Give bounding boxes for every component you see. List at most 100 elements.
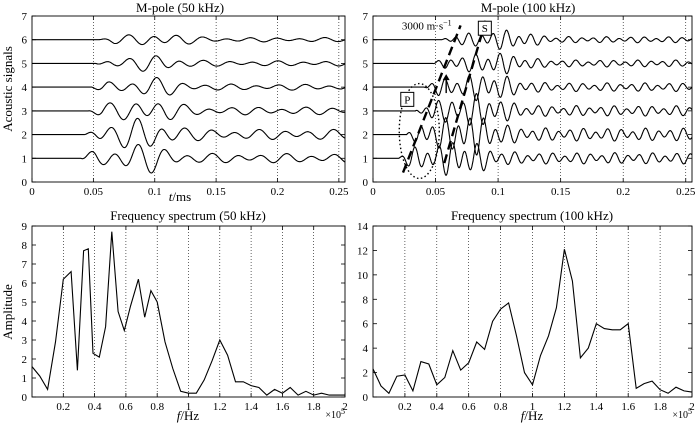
spectrum-50khz-x-tick-label: 1.6 (276, 401, 290, 413)
spectrum-100khz-spectrum-line (372, 249, 693, 395)
spectrum-100khz-x-tick-label: 1.6 (621, 401, 635, 413)
spectrum-50khz-x-tick-label: 2 (342, 401, 348, 413)
spectrum-100khz-x-tick-label: 0.6 (462, 401, 476, 413)
signals-100khz-x-tick-label: 0.05 (426, 186, 446, 198)
spectrum-100khz-multiplier-base: ×10 (672, 410, 688, 421)
signals-100khz-y-tick-label: 1 (363, 153, 369, 165)
signals-100khz-title: M-pole (100 kHz) (481, 0, 576, 15)
spectrum-50khz-y-tick-label: 1 (22, 373, 28, 385)
p-wave-ellipse (398, 82, 441, 180)
signals-50khz-y-tick-label: 7 (22, 11, 28, 23)
s-label: S (482, 23, 488, 35)
velocity-label-base: 3000 m·s (402, 20, 443, 32)
signals-100khz-annotations: P S 3000 m·s−1 (398, 18, 492, 180)
signals-50khz-x-tick-label: 0.05 (84, 186, 104, 198)
signals-50khz-y-tick-label: 1 (22, 153, 28, 165)
signals-100khz-trace-3 (373, 92, 693, 126)
spectrum-50khz-x-tick-label: 0.2 (56, 401, 70, 413)
signals-x-axis-symbol: t (169, 189, 173, 204)
signals-50khz-y-tick-label: 6 (22, 35, 28, 47)
s-wave-dashed-line (443, 20, 487, 164)
p-label: P (404, 94, 410, 106)
signals-50khz-axes-frame (31, 15, 346, 183)
spectrum-50khz-y-tick-label: 8 (22, 240, 28, 252)
spectrum-100khz-y-tick-label: 8 (363, 294, 369, 306)
velocity-label-exponent: −1 (443, 18, 452, 27)
signals-100khz-trace-4 (373, 75, 693, 102)
signals-50khz-x-tick-label: 0.15 (206, 186, 226, 198)
signals-50khz-x-tick-label: 0.1 (148, 186, 162, 198)
velocity-label: 3000 m·s−1 (402, 18, 452, 32)
signals-50khz-x-tick-label: 0 (29, 186, 35, 198)
spectrum-100khz-x-tick-label: 0.4 (430, 401, 444, 413)
spectrum-50khz-x-tick-label: 1.8 (307, 401, 321, 413)
spectrum-100khz-y-tick-label: 4 (363, 343, 369, 355)
spectrum-50khz-y-tick-label: 5 (22, 297, 28, 309)
spectrum-50khz-multiplier-base: ×10 (325, 410, 341, 421)
spectrum-50khz-x-tick-label: 1 (186, 401, 192, 413)
spectrum-50khz-y-tick-label: 4 (22, 316, 28, 328)
spectrum-50khz-x-tick-label: 0.6 (119, 401, 133, 413)
spectrum-100khz-panel: Frequency spectrum (100 kHz) f/Hz ×105 0… (357, 208, 695, 423)
signals-100khz-x-tick-label: 0.2 (616, 186, 630, 198)
spectrum-50khz-x-tick-label: 1.2 (213, 401, 227, 413)
signals-50khz-x-tick-label: 0.2 (271, 186, 285, 198)
signals-50khz-trace-5 (32, 55, 346, 72)
signals-100khz-axes-frame (372, 15, 693, 183)
spectrum-50khz-x-symbol: f (177, 408, 183, 423)
spectrum-50khz-title: Frequency spectrum (50 kHz) (110, 208, 266, 223)
spectrum-50khz-x-multiplier: ×105 (325, 407, 345, 421)
signals-50khz-trace-4 (32, 77, 346, 96)
spectrum-100khz-y-tick-label: 10 (357, 270, 369, 282)
signals-50khz-trace-1 (32, 143, 346, 174)
spectrum-50khz-y-tick-label: 6 (22, 278, 28, 290)
s-label-box (477, 20, 492, 36)
signals-100khz-y-tick-label: 7 (363, 11, 369, 23)
spectrum-100khz-title: Frequency spectrum (100 kHz) (451, 208, 613, 223)
spectrum-100khz-x-tick-label: 1.2 (558, 401, 572, 413)
signals-100khz-trace-6 (373, 29, 693, 50)
signals-100khz-y-tick-label: 5 (363, 58, 369, 70)
p-wave-dashed-line (401, 25, 462, 173)
signals-100khz-x-tick-label: 0.1 (491, 186, 505, 198)
spectrum-100khz-x-tick-label: 1.8 (653, 401, 667, 413)
signals-50khz-y-tick-label: 5 (22, 58, 28, 70)
spectrum-100khz-x-symbol: f (521, 408, 527, 423)
spectrum-50khz-x-unit: /Hz (180, 408, 199, 423)
spectrum-50khz-y-tick-label: 3 (22, 335, 28, 347)
spectrum-100khz-x-tick-label: 2 (689, 401, 695, 413)
spectrum-100khz-x-tick-label: 1.4 (589, 401, 603, 413)
spectrum-50khz-axes-frame (31, 225, 346, 398)
spectrum-50khz-y-tick-label: 9 (22, 221, 28, 233)
signals-100khz-x-tick-label: 0 (370, 186, 376, 198)
signals-100khz-x-tick-label: 0.15 (551, 186, 571, 198)
signals-50khz-x-tick-label: 0.25 (329, 186, 349, 198)
spectrum-100khz-x-tick-label: 0.2 (398, 401, 412, 413)
signals-50khz-y-tick-label: 4 (22, 82, 28, 94)
spectrum-100khz-y-tick-label: 2 (363, 368, 369, 380)
p-label-box (400, 91, 415, 107)
spectrum-100khz-y-tick-label: 6 (363, 319, 369, 331)
spectrum-50khz-y-tick-label: 2 (22, 354, 28, 366)
signals-100khz-y-tick-label: 4 (363, 82, 369, 94)
spectrum-100khz-x-tick-label: 0.8 (494, 401, 508, 413)
spectrum-100khz-x-tick-label: 1 (530, 401, 536, 413)
signals-100khz-y-tick-label: 2 (363, 130, 369, 142)
signals-50khz-trace-2 (32, 117, 346, 149)
signals-100khz-y-tick-label: 6 (363, 35, 369, 47)
spectrum-50khz-x-tick-label: 0.4 (88, 401, 102, 413)
spectrum-50khz-x-tick-label: 1.4 (244, 401, 258, 413)
spectrum-100khz-multiplier-exp: 5 (688, 407, 692, 416)
signals-100khz-trace-2 (373, 117, 693, 156)
spectrum-100khz-x-unit: /Hz (524, 408, 543, 423)
spectrum-50khz-y-tick-label: 7 (22, 259, 28, 271)
spectrum-100khz-y-tick-label: 0 (363, 392, 369, 404)
signals-50khz-trace-3 (32, 102, 346, 121)
signals-x-axis-label: t/ms (169, 189, 191, 204)
spectrum-50khz-x-axis-label: f/Hz (177, 408, 200, 423)
signals-100khz-panel: M-pole (100 kHz) P S 3000 m·s−1 0 0.05 0.1 0.… (363, 0, 696, 198)
signals-x-axis-unit: /ms (172, 189, 191, 204)
signals-100khz-y-tick-label: 0 (363, 177, 369, 189)
spectrum-100khz-y-tick-label: 12 (357, 245, 368, 257)
